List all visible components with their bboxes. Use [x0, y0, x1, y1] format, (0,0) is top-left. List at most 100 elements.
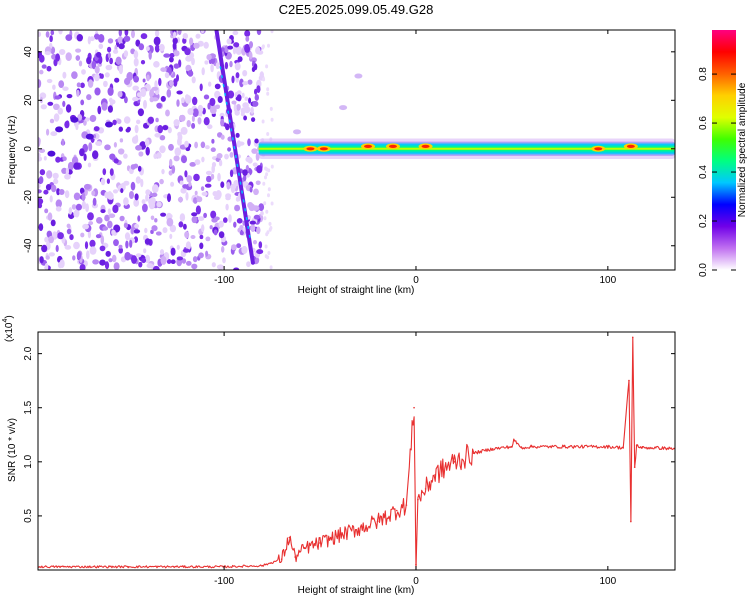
- snr-point: [520, 446, 523, 449]
- noise-speckle: [248, 97, 252, 104]
- noise-speckle: [167, 126, 172, 134]
- snr-point: [261, 564, 264, 567]
- noise-speckle: [233, 221, 237, 228]
- y-tick-label: 40: [23, 46, 34, 58]
- noise-speckle: [38, 198, 44, 205]
- snr-point: [288, 536, 291, 539]
- noise-speckle: [100, 178, 106, 186]
- noise-speckle: [247, 138, 251, 147]
- noise-speckle: [186, 175, 193, 183]
- noise-speckle: [62, 86, 69, 91]
- snr-point: [628, 379, 630, 382]
- noise-speckle: [185, 64, 192, 72]
- snr-point: [405, 504, 408, 506]
- noise-speckle: [38, 156, 43, 162]
- noise-speckle: [92, 197, 97, 206]
- noise-speckle: [80, 82, 85, 89]
- noise-speckle: [227, 147, 232, 152]
- noise-speckle: [108, 258, 113, 263]
- noise-speckle: [198, 252, 204, 259]
- noise-speckle: [265, 64, 269, 69]
- snr-point: [357, 528, 360, 530]
- noise-speckle: [269, 265, 273, 270]
- snr-point: [424, 488, 427, 490]
- noise-speckle: [182, 184, 188, 189]
- noise-speckle: [242, 169, 248, 176]
- noise-speckle: [118, 43, 125, 50]
- noise-speckle: [176, 244, 180, 250]
- noise-speckle: [85, 203, 89, 213]
- noise-speckle: [64, 190, 70, 199]
- noise-speckle: [218, 159, 223, 167]
- noise-speckle: [105, 64, 113, 71]
- x-tick-label: 0: [413, 576, 419, 587]
- noise-speckle: [98, 43, 104, 49]
- noise-speckle: [148, 200, 156, 210]
- noise-speckle: [146, 74, 150, 82]
- noise-speckle: [255, 152, 260, 161]
- snr-series-line: [38, 336, 675, 570]
- noise-speckle: [86, 56, 92, 65]
- noise-speckle: [219, 112, 225, 118]
- noise-speckle: [215, 104, 221, 110]
- noise-speckle: [237, 56, 243, 62]
- noise-speckle: [201, 67, 205, 76]
- noise-speckle: [235, 132, 240, 138]
- noise-speckle: [209, 106, 217, 115]
- snr-frame: [37, 331, 676, 571]
- noise-speckle: [134, 124, 139, 134]
- noise-speckle: [229, 60, 233, 68]
- snr-x-label: Height of straight line (km): [298, 585, 415, 596]
- noise-speckle: [252, 205, 260, 212]
- noise-speckle: [46, 78, 53, 84]
- noise-speckle: [123, 180, 130, 186]
- noise-speckle: [76, 89, 80, 97]
- noise-speckle: [39, 54, 45, 63]
- noise-speckle: [269, 106, 273, 111]
- noise-speckle: [265, 167, 269, 172]
- noise-speckle: [75, 55, 81, 61]
- noise-speckle: [225, 193, 232, 199]
- noise-speckle: [130, 225, 134, 235]
- noise-speckle: [265, 209, 269, 214]
- noise-speckle: [41, 244, 48, 253]
- svg-text:(x104): (x104): [2, 315, 15, 342]
- noise-speckle: [152, 184, 159, 194]
- noise-speckle: [51, 184, 57, 193]
- noise-speckle: [226, 181, 231, 190]
- noise-speckle: [56, 188, 60, 196]
- x-tick-label: 0: [413, 275, 419, 286]
- noise-speckle: [50, 219, 56, 227]
- noise-speckle: [137, 215, 141, 222]
- noise-speckle: [209, 225, 213, 230]
- y-tick-label: 2.0: [23, 346, 34, 360]
- noise-speckle: [227, 90, 235, 99]
- noise-speckle: [165, 109, 170, 117]
- noise-speckle: [183, 223, 187, 230]
- noise-speckle: [250, 106, 254, 114]
- noise-speckle: [169, 80, 174, 87]
- noise-speckle: [173, 50, 180, 57]
- noise-speckle: [264, 175, 267, 180]
- noise-speckle: [103, 80, 108, 88]
- noise-speckle: [187, 70, 194, 77]
- noise-speckle: [159, 135, 166, 141]
- noise-speckle: [179, 114, 186, 122]
- noise-speckle: [230, 185, 236, 194]
- snr-point: [513, 439, 515, 441]
- noise-speckle: [96, 217, 103, 224]
- noise-speckle: [87, 79, 94, 88]
- noise-speckle: [211, 262, 216, 268]
- noise-speckle: [244, 30, 251, 37]
- colorbar-tick-label: 0.4: [698, 165, 709, 179]
- noise-speckle: [113, 158, 119, 164]
- noise-speckle: [47, 101, 54, 106]
- noise-speckle: [265, 172, 269, 177]
- noise-speckle: [184, 170, 188, 178]
- noise-speckle: [168, 214, 173, 219]
- noise-speckle: [217, 172, 221, 182]
- noise-speckle: [185, 192, 189, 201]
- noise-speckle: [107, 105, 113, 113]
- noise-speckle: [62, 100, 66, 107]
